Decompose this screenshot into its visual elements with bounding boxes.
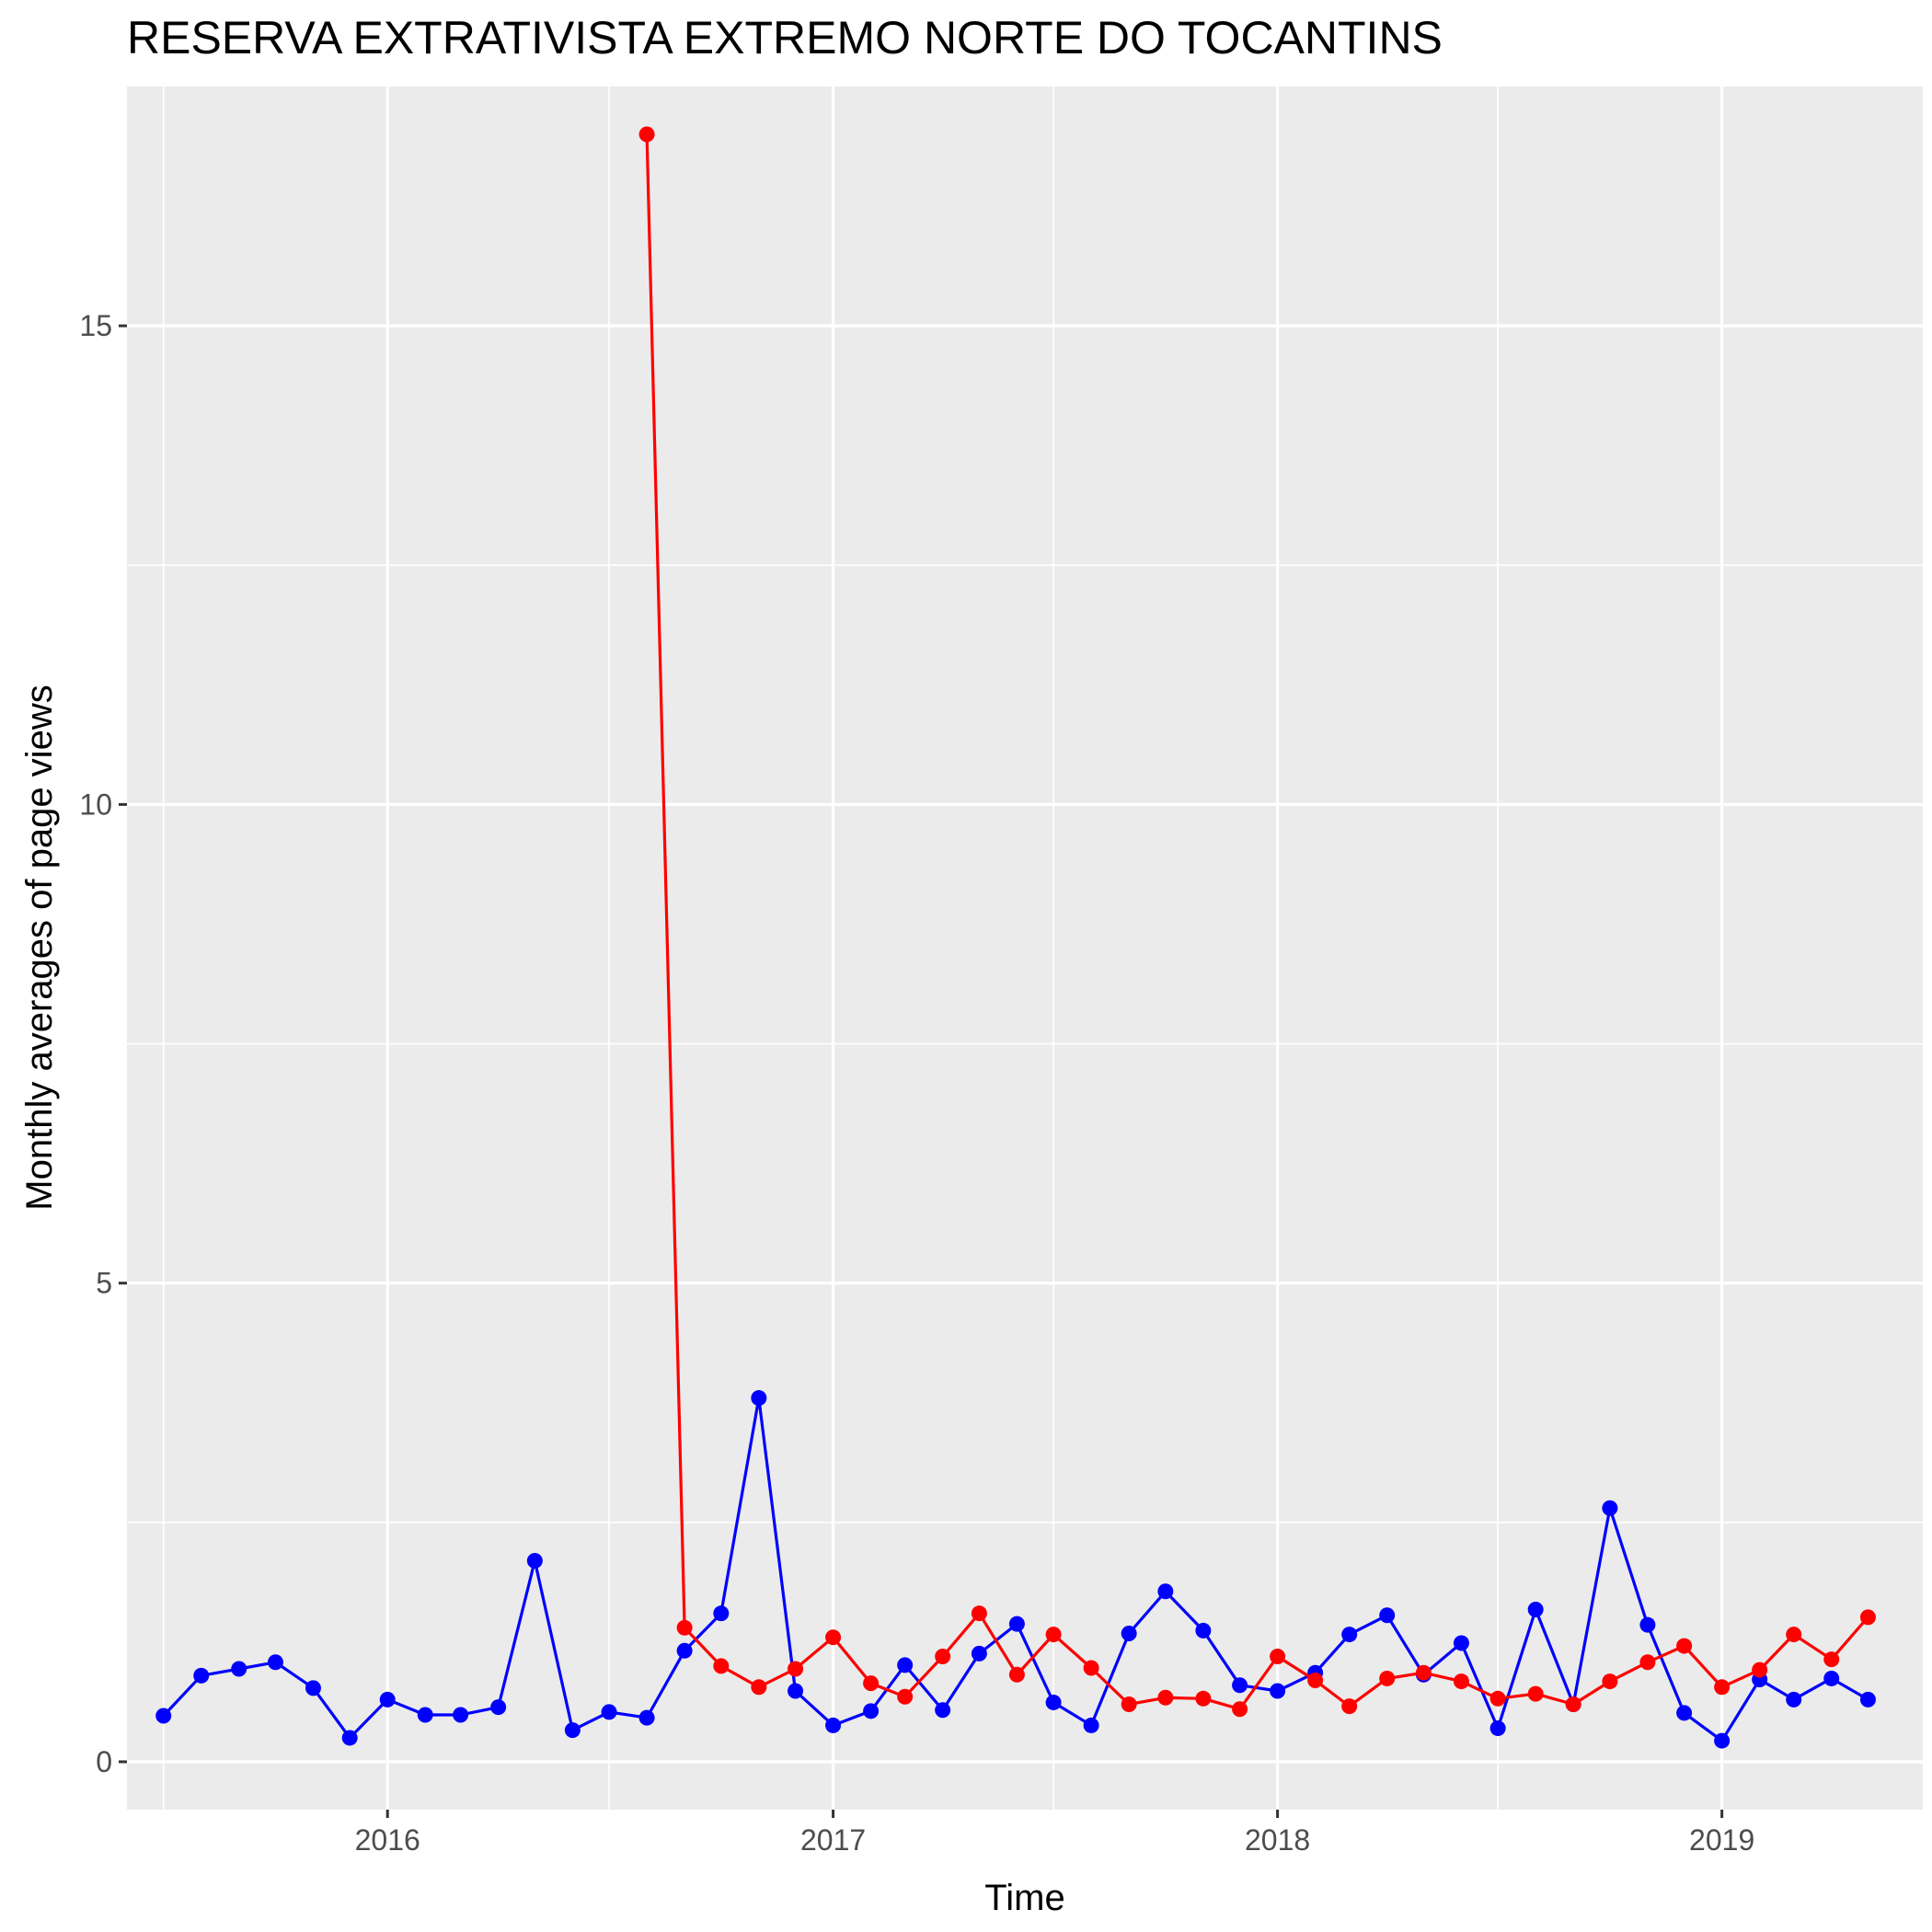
data-point [1823, 1670, 1840, 1686]
data-point [1527, 1602, 1544, 1618]
data-point [453, 1707, 469, 1723]
data-point [1859, 1609, 1876, 1626]
data-point [1307, 1673, 1324, 1689]
data-point [1859, 1691, 1876, 1708]
data-point [1453, 1635, 1469, 1651]
data-point [1527, 1685, 1544, 1702]
x-tick-label: 2019 [1689, 1823, 1754, 1857]
data-point [1602, 1673, 1618, 1690]
data-point [1379, 1670, 1396, 1686]
data-point [935, 1702, 951, 1719]
data-point [1453, 1673, 1469, 1690]
data-point [231, 1661, 247, 1677]
data-point [1379, 1607, 1396, 1624]
data-point [1157, 1583, 1174, 1600]
data-point [1752, 1662, 1768, 1678]
data-point [1195, 1690, 1212, 1707]
data-point [1714, 1732, 1731, 1749]
data-point [526, 1552, 543, 1569]
gridlines [127, 86, 1923, 1810]
data-point [676, 1619, 693, 1636]
y-tick-label: 10 [79, 788, 112, 821]
data-point [897, 1688, 914, 1705]
data-point [1008, 1666, 1025, 1683]
x-tick-label: 2017 [800, 1823, 866, 1857]
data-point [1083, 1660, 1099, 1676]
chart-title: RESERVA EXTRATIVISTA EXTREMO NORTE DO TO… [127, 12, 1443, 63]
data-point [1270, 1649, 1286, 1665]
data-point [1008, 1616, 1025, 1632]
data-point [1676, 1638, 1693, 1654]
series-line [645, 133, 1869, 1711]
data-point [1232, 1701, 1248, 1718]
data-point [825, 1717, 842, 1733]
data-point [1157, 1689, 1174, 1706]
data-point [1083, 1717, 1099, 1733]
data-point [1786, 1691, 1802, 1708]
data-point [564, 1722, 581, 1739]
data-point [267, 1654, 283, 1671]
x-tick-label: 2016 [355, 1823, 420, 1857]
data-point [1121, 1626, 1137, 1642]
data-point [971, 1605, 987, 1622]
data-point [341, 1730, 358, 1746]
data-point [1415, 1664, 1432, 1681]
y-tick-label: 5 [96, 1267, 112, 1300]
data-point [1639, 1654, 1656, 1671]
data-point [1602, 1500, 1618, 1516]
data-point [897, 1657, 914, 1673]
series-layer [155, 126, 1876, 1749]
data-point [1639, 1616, 1656, 1633]
data-point [713, 1658, 730, 1674]
data-point [1823, 1651, 1840, 1668]
data-point [638, 126, 655, 143]
data-point [676, 1642, 693, 1659]
data-point [751, 1679, 767, 1696]
data-point [751, 1390, 767, 1407]
data-point [1489, 1720, 1506, 1737]
data-point [713, 1605, 730, 1622]
data-point [1121, 1696, 1137, 1713]
data-point [935, 1649, 951, 1665]
data-point [1786, 1627, 1802, 1643]
data-point [863, 1703, 880, 1719]
data-point [1565, 1696, 1581, 1713]
axis-ticks: 2016 2017 2018 2019 0 5 10 15 [79, 309, 1754, 1857]
data-point [155, 1708, 172, 1724]
data-point [1489, 1690, 1506, 1707]
data-point [1714, 1679, 1731, 1696]
x-tick-label: 2018 [1245, 1823, 1310, 1857]
data-point [1232, 1677, 1248, 1694]
data-point [788, 1661, 804, 1677]
data-point [601, 1704, 617, 1720]
data-point [971, 1645, 987, 1662]
data-point [1045, 1694, 1062, 1710]
data-point [417, 1707, 433, 1723]
data-point [1341, 1627, 1358, 1643]
series-1 [638, 126, 1876, 1718]
y-tick-label: 15 [79, 309, 112, 342]
data-point [1270, 1683, 1286, 1699]
data-point [1676, 1705, 1693, 1721]
data-point [788, 1683, 804, 1699]
plot-panel [127, 86, 1923, 1810]
y-tick-label: 0 [96, 1745, 112, 1778]
data-point [1341, 1698, 1358, 1715]
data-point [193, 1667, 210, 1684]
data-point [863, 1675, 880, 1692]
data-point [490, 1699, 507, 1716]
data-point [1045, 1627, 1062, 1643]
data-point [379, 1691, 396, 1708]
data-point [1195, 1622, 1212, 1639]
y-axis-title: Monthly averages of page views [19, 684, 60, 1210]
data-point [305, 1680, 321, 1696]
data-point [825, 1629, 842, 1646]
x-axis-title: Time [984, 1878, 1064, 1918]
data-point [638, 1709, 655, 1726]
